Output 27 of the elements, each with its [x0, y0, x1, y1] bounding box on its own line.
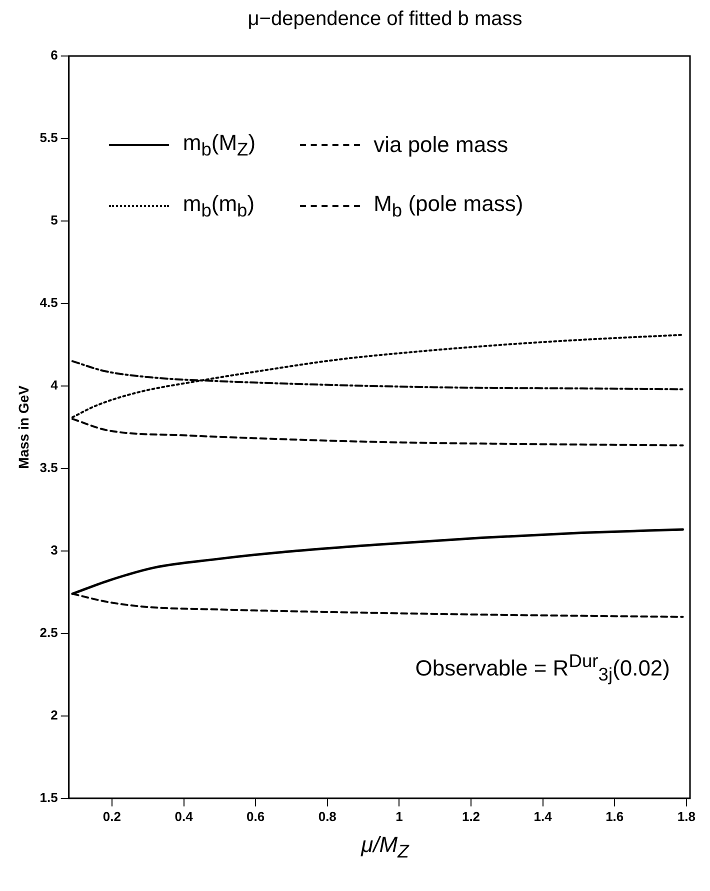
y-tick-label: 4 [50, 378, 59, 393]
x-tick-label: 0.6 [246, 808, 265, 824]
y-tick-label: 5.5 [40, 130, 58, 146]
legend-label: m$_{b}$(m$_{b}$) [182, 190, 256, 222]
x-tick-label: 0.8 [318, 808, 336, 824]
y-tick-label: 2 [50, 707, 58, 722]
y-tick-label: 1.5 [40, 790, 58, 805]
y-axis-title: Mass in GeV [15, 384, 32, 469]
y-tick-label: 3 [50, 542, 58, 558]
annotation: Observable = R$^{Dur}$$_{3j}$(0.02) [415, 650, 670, 686]
x-tick-label: 1.6 [606, 808, 624, 824]
chart-title: μ−dependence of fitted b mass [246, 8, 524, 32]
x-tick-label: 1.4 [534, 808, 553, 824]
legend-label: m$_{b}$(M$_{Z}$) [182, 130, 256, 161]
y-tick-label: 2.5 [40, 625, 58, 640]
y-tick-label: 3.5 [40, 460, 58, 476]
x-tick-label: 0.4 [174, 808, 194, 824]
x-tick-label: 1.2 [462, 808, 480, 824]
legend-label: via pole mass [374, 132, 510, 158]
x-tick-label: 1.8 [677, 808, 696, 824]
y-tick-label: 4.5 [40, 295, 58, 310]
y-tick-label: 5 [50, 212, 58, 228]
x-tick-label: 0.2 [102, 808, 121, 824]
x-axis-title: μ/M$_{Z}$ [360, 832, 410, 862]
x-tick-label: 1 [396, 808, 403, 824]
legend-label: M$_{b}$ (pole mass) [374, 190, 524, 222]
y-tick-label: 6 [50, 48, 58, 63]
